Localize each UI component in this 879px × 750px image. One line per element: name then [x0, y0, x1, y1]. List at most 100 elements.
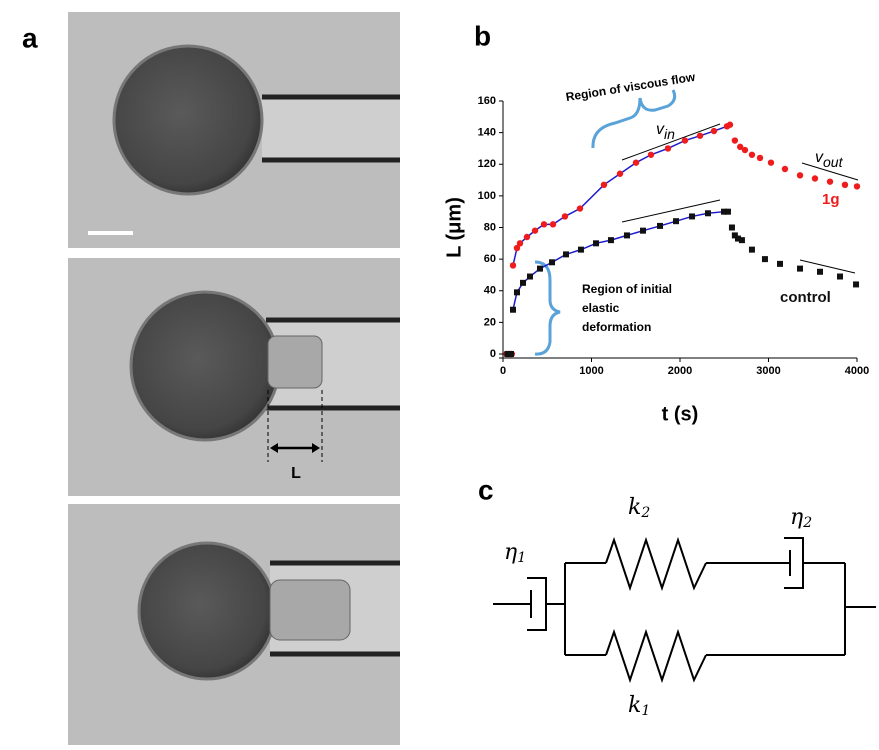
point [623, 232, 630, 239]
point [826, 178, 834, 185]
point [853, 281, 860, 288]
circuit-label: k2 [628, 495, 650, 521]
circuit-label: k1 [628, 693, 650, 719]
point [593, 240, 600, 247]
point [696, 132, 704, 139]
point [767, 159, 775, 166]
point [607, 237, 614, 244]
panel-label: b [474, 20, 491, 51]
y-tick-label: 80 [484, 221, 496, 233]
micrograph: L [68, 258, 400, 496]
circuit-label: k [628, 693, 641, 718]
point [577, 246, 584, 253]
point [738, 237, 745, 244]
y-tick-label: 160 [478, 95, 496, 107]
point [526, 273, 533, 280]
point [734, 235, 741, 242]
point [656, 222, 663, 229]
point [510, 306, 517, 313]
annotation: Region of viscous flow [565, 70, 697, 104]
point [536, 265, 543, 272]
circuit-label: η2 [790, 505, 812, 531]
x-tick-label: 4000 [845, 365, 869, 377]
annotation: deformation [582, 320, 651, 334]
point [616, 170, 624, 177]
micrograph [68, 12, 400, 248]
circuit-label-sub: 2 [802, 515, 812, 531]
point [837, 273, 844, 280]
point [811, 175, 819, 182]
slope-line [799, 259, 856, 274]
point [689, 213, 696, 220]
point [549, 259, 556, 266]
y-tick-label: 140 [478, 127, 496, 139]
point [632, 159, 640, 166]
brace [534, 260, 561, 356]
point [664, 145, 672, 152]
circuit-label-sub: 2 [640, 505, 650, 521]
point [726, 121, 734, 128]
x-tick-label: 3000 [756, 365, 780, 377]
point [781, 165, 789, 173]
point [576, 205, 584, 212]
annotation-sub: out [823, 154, 844, 170]
annotation: v [656, 121, 665, 138]
point [731, 137, 739, 144]
fit-line [512, 124, 731, 266]
point [563, 251, 570, 258]
point [531, 227, 539, 234]
circuit-label: η1 [504, 540, 526, 566]
point [728, 224, 735, 231]
brace [591, 89, 677, 149]
series-label: control [780, 289, 831, 306]
annotation: v [815, 149, 824, 166]
y-tick-label: 0 [490, 348, 496, 360]
point [841, 181, 849, 189]
point [540, 221, 548, 228]
annotation-sub: in [664, 126, 675, 142]
point [736, 143, 744, 151]
point [516, 240, 524, 247]
point [549, 221, 557, 228]
point [731, 232, 738, 239]
panel-label: c [478, 474, 494, 505]
x-tick-label: 2000 [668, 365, 692, 377]
point [817, 268, 824, 275]
point [797, 265, 804, 272]
circuit-label: k [628, 495, 641, 520]
length-label: L [291, 465, 301, 482]
point [520, 279, 527, 286]
x-tick-label: 0 [500, 365, 506, 377]
point [748, 246, 755, 253]
point [509, 262, 517, 269]
micrograph [68, 504, 400, 745]
circuit-label-sub: 1 [641, 703, 650, 719]
point [513, 244, 521, 252]
point [724, 208, 731, 215]
point [777, 260, 784, 267]
chart: Region of viscous flow vin vout Region o… [443, 70, 869, 426]
circuit-label: η [504, 540, 517, 565]
point [600, 181, 608, 189]
x-axis-label: t (s) [662, 403, 699, 425]
point [720, 208, 727, 215]
panel-label: a [22, 22, 38, 53]
annotation: elastic [582, 301, 620, 315]
point [853, 183, 861, 190]
annotation: vin [656, 121, 675, 141]
y-tick-label: 20 [484, 316, 496, 328]
point [741, 146, 749, 154]
slope-line [621, 199, 721, 223]
circuit-label-sub: 1 [517, 550, 526, 566]
y-tick-label: 120 [478, 158, 496, 170]
series-label: 1g [822, 191, 840, 208]
point [796, 172, 804, 179]
point [761, 256, 768, 263]
x-tick-label: 1000 [579, 365, 603, 377]
point [681, 137, 689, 144]
circuit-label: η [790, 505, 803, 530]
point [513, 289, 520, 296]
slope-line [801, 162, 859, 181]
